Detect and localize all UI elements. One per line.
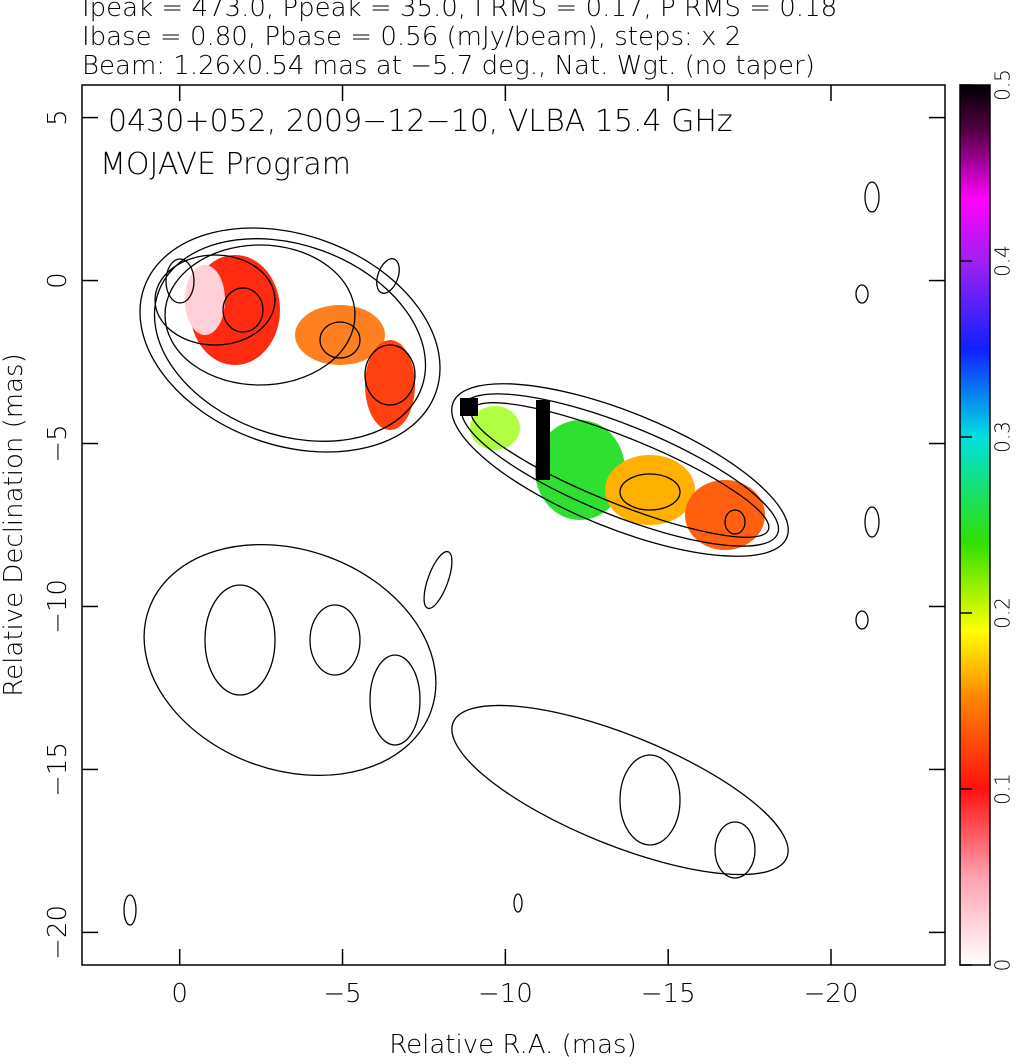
colorbar [959, 84, 991, 966]
y-axis-label: Relative Declination (mas) [0, 353, 29, 696]
annotation: MOJAVE Program [100, 147, 351, 182]
colorbar-tick-label: 0 [991, 959, 1015, 972]
map-image [123, 181, 880, 926]
y-tick-label: −15 [43, 742, 73, 797]
y-tick-label: −20 [43, 905, 73, 960]
intensity-contours [123, 181, 880, 926]
colorbar-tick-label: 0.3 [991, 421, 1015, 453]
y-tick-label: −5 [43, 424, 73, 462]
x-tick-label: −10 [478, 979, 533, 1009]
header-line: Ipeak = 473.0, Ppeak = 35.0, I RMS = 0.1… [82, 0, 837, 23]
y-tick-label: 5 [43, 109, 73, 126]
colorbar-tick-label: 0.1 [991, 773, 1015, 805]
annotation: 0430+052, 2009−12−10, VLBA 15.4 GHz [108, 104, 733, 139]
header-line: Beam: 1.26x0.54 mas at −5.7 deg., Nat. W… [82, 51, 815, 81]
colorbar-tick-label: 0.2 [991, 597, 1015, 629]
header-line: Ibase = 0.80, Pbase = 0.56 (mJy/beam), s… [82, 22, 741, 52]
x-tick-label: −15 [641, 979, 696, 1009]
plot-frame [81, 84, 946, 966]
colorbar-tick-label: 0.5 [991, 69, 1015, 101]
header: Ipeak = 473.0, Ppeak = 35.0, I RMS = 0.1… [82, 0, 837, 81]
y-tick-label: 0 [43, 272, 73, 289]
colorbar-tick-label: 0.4 [991, 245, 1015, 277]
x-tick-label: −5 [323, 979, 361, 1009]
x-axis-label: Relative R.A. (mas) [389, 1030, 636, 1060]
x-tick-label: 0 [171, 979, 188, 1009]
y-tick-label: −10 [43, 579, 73, 634]
polarization-color [185, 255, 765, 550]
x-tick-label: −20 [804, 979, 859, 1009]
